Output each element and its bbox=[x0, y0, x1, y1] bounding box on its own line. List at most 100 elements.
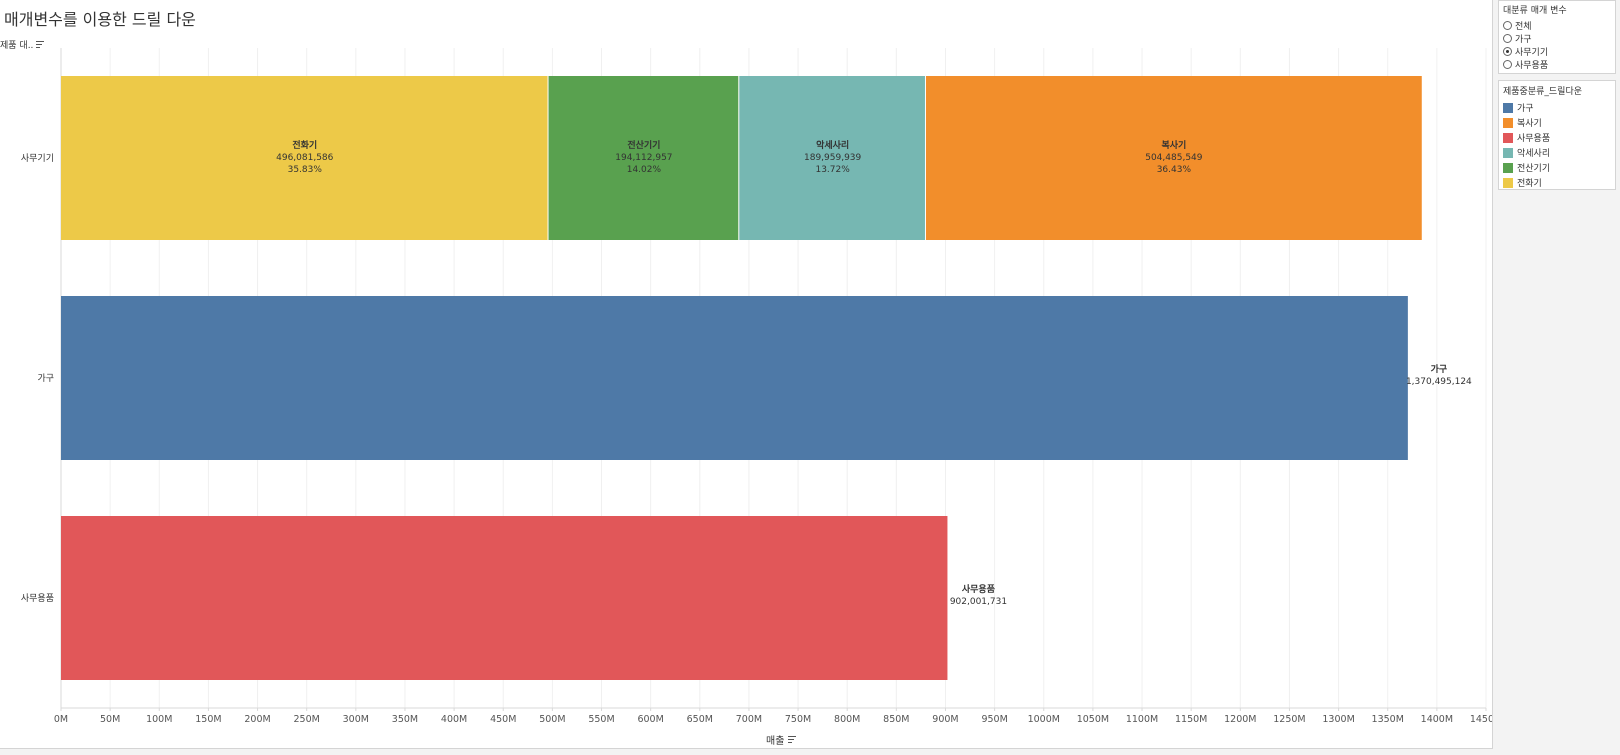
bar-label-name: 전화기 bbox=[292, 139, 317, 151]
parameter-title: 대분류 매개 변수 bbox=[1503, 6, 1567, 16]
radio-icon[interactable] bbox=[1503, 21, 1512, 30]
viz-area: 매개변수를 이용한 드릴 다운 제품 대.. 0M 50M 100M 150M 200M… bbox=[0, 0, 1493, 749]
bar-segment-복사기[interactable] bbox=[925, 76, 1422, 240]
bar-label-name: 가구 bbox=[1431, 363, 1448, 375]
bar-label-value: 189,959,939 bbox=[804, 153, 862, 163]
x-tick-label: 150M bbox=[195, 714, 221, 725]
x-tick-label: 950M bbox=[981, 714, 1007, 725]
bar-label-percent: 14.02% bbox=[627, 165, 662, 175]
legend-title: 제품중분류_드릴다운 bbox=[1503, 87, 1583, 97]
x-tick-label: 1100M bbox=[1126, 714, 1158, 725]
radio-checked-icon[interactable] bbox=[1503, 47, 1512, 56]
bar-chart: 0M 50M 100M 150M 200M 250M 300M 350M 400M 450M 500… bbox=[21, 48, 1492, 725]
bar-label-percent: 13.72% bbox=[815, 165, 850, 175]
y-category-label: 가구 bbox=[37, 373, 54, 384]
x-tick-label: 0M bbox=[54, 714, 68, 725]
x-tick-label: 1350M bbox=[1372, 714, 1404, 725]
y-category-label: 사무기기 bbox=[21, 153, 54, 164]
legend-swatch bbox=[1503, 147, 1513, 158]
parameter-option-label: 전체 bbox=[1515, 22, 1532, 32]
x-tick-label: 200M bbox=[244, 714, 270, 725]
legend-swatch bbox=[1503, 117, 1513, 128]
x-tick-label: 850M bbox=[883, 714, 909, 725]
radio-icon[interactable] bbox=[1503, 60, 1512, 69]
bar-label-name: 사무용품 bbox=[962, 583, 995, 595]
legend-item[interactable]: 전화기 bbox=[1503, 175, 1611, 190]
x-tick-label: 1150M bbox=[1175, 714, 1207, 725]
legend-swatch bbox=[1503, 132, 1513, 143]
parameter-option[interactable]: 사무기기 bbox=[1503, 45, 1611, 58]
parameter-option[interactable]: 전체 bbox=[1503, 19, 1611, 32]
x-tick-label: 1250M bbox=[1273, 714, 1305, 725]
bar-segment-악세사리[interactable] bbox=[739, 76, 925, 240]
bar-label-value: 496,081,586 bbox=[276, 153, 334, 163]
y-category-label: 사무용품 bbox=[21, 593, 54, 604]
legend-item-label: 전화기 bbox=[1517, 179, 1542, 189]
bar-segment-전산기기[interactable] bbox=[548, 76, 739, 240]
legend-swatch bbox=[1503, 177, 1513, 188]
x-tick-label: 1450M bbox=[1470, 714, 1492, 725]
x-tick-label: 350M bbox=[392, 714, 418, 725]
bar-segment-전화기[interactable] bbox=[61, 76, 548, 240]
x-tick-label: 800M bbox=[834, 714, 860, 725]
x-tick-label: 500M bbox=[539, 714, 565, 725]
parameter-option[interactable]: 가구 bbox=[1503, 32, 1611, 45]
parameter-option[interactable]: 사무용품 bbox=[1503, 58, 1611, 71]
legend-item[interactable]: 사무용품 bbox=[1503, 130, 1611, 145]
x-tick-label: 1050M bbox=[1077, 714, 1109, 725]
x-tick-label: 900M bbox=[932, 714, 958, 725]
x-tick-label: 750M bbox=[785, 714, 811, 725]
parameter-option-label: 사무기기 bbox=[1515, 48, 1549, 58]
x-tick-label: 400M bbox=[441, 714, 467, 725]
x-tick-label: 1000M bbox=[1028, 714, 1060, 725]
bar-label-value: 504,485,549 bbox=[1145, 153, 1203, 163]
legend-swatch bbox=[1503, 102, 1513, 113]
legend-swatch bbox=[1503, 162, 1513, 173]
bar-label-name: 악세사리 bbox=[816, 139, 849, 151]
bar-label-value: 194,112,957 bbox=[615, 153, 672, 163]
x-tick-label: 450M bbox=[490, 714, 516, 725]
bar-label-percent: 35.83% bbox=[288, 165, 323, 175]
legend-item-label: 가구 bbox=[1517, 104, 1534, 114]
parameter-option-label: 사무용품 bbox=[1515, 61, 1549, 71]
bar-label-percent: 36.43% bbox=[1157, 165, 1192, 175]
radio-icon[interactable] bbox=[1503, 34, 1512, 43]
bar-segment-사무용품[interactable] bbox=[61, 516, 948, 680]
x-tick-label: 550M bbox=[588, 714, 614, 725]
bar-label-name: 전산기기 bbox=[627, 139, 660, 151]
x-tick-label: 700M bbox=[736, 714, 762, 725]
legend-item[interactable]: 가구 bbox=[1503, 100, 1611, 115]
sort-icon[interactable] bbox=[36, 41, 45, 48]
x-tick-label: 650M bbox=[687, 714, 713, 725]
row-header[interactable]: 제품 대.. bbox=[0, 38, 45, 51]
bar-segment-가구[interactable] bbox=[61, 296, 1408, 460]
x-tick-label: 1200M bbox=[1224, 714, 1256, 725]
legend-item-label: 악세사리 bbox=[1517, 149, 1551, 159]
x-tick-label: 1300M bbox=[1322, 714, 1354, 725]
x-axis-title[interactable]: 매출 bbox=[766, 732, 797, 747]
legend-item[interactable]: 전산기기 bbox=[1503, 160, 1611, 175]
x-tick-label: 250M bbox=[294, 714, 320, 725]
row-header-label: 제품 대.. bbox=[0, 41, 34, 51]
page-title: 매개변수를 이용한 드릴 다운 bbox=[4, 10, 196, 29]
legend-item-label: 복사기 bbox=[1517, 119, 1542, 129]
x-tick-label: 50M bbox=[100, 714, 120, 725]
bar-label-value: 902,001,731 bbox=[950, 597, 1007, 607]
parameter-option-label: 가구 bbox=[1515, 35, 1532, 45]
legend-item-label: 사무용품 bbox=[1517, 134, 1551, 144]
x-tick-label: 100M bbox=[146, 714, 172, 725]
bar-label-value: 1,370,495,124 bbox=[1406, 377, 1472, 387]
x-tick-label: 1400M bbox=[1421, 714, 1453, 725]
legend-item-label: 전산기기 bbox=[1517, 164, 1551, 174]
bar-label-name: 복사기 bbox=[1161, 139, 1186, 151]
x-tick-label: 600M bbox=[637, 714, 663, 725]
x-axis-title-label: 매출 bbox=[766, 736, 785, 747]
x-tick-label: 300M bbox=[343, 714, 369, 725]
sort-icon[interactable] bbox=[788, 736, 797, 743]
legend-item[interactable]: 복사기 bbox=[1503, 115, 1611, 130]
legend-item[interactable]: 악세사리 bbox=[1503, 145, 1611, 160]
